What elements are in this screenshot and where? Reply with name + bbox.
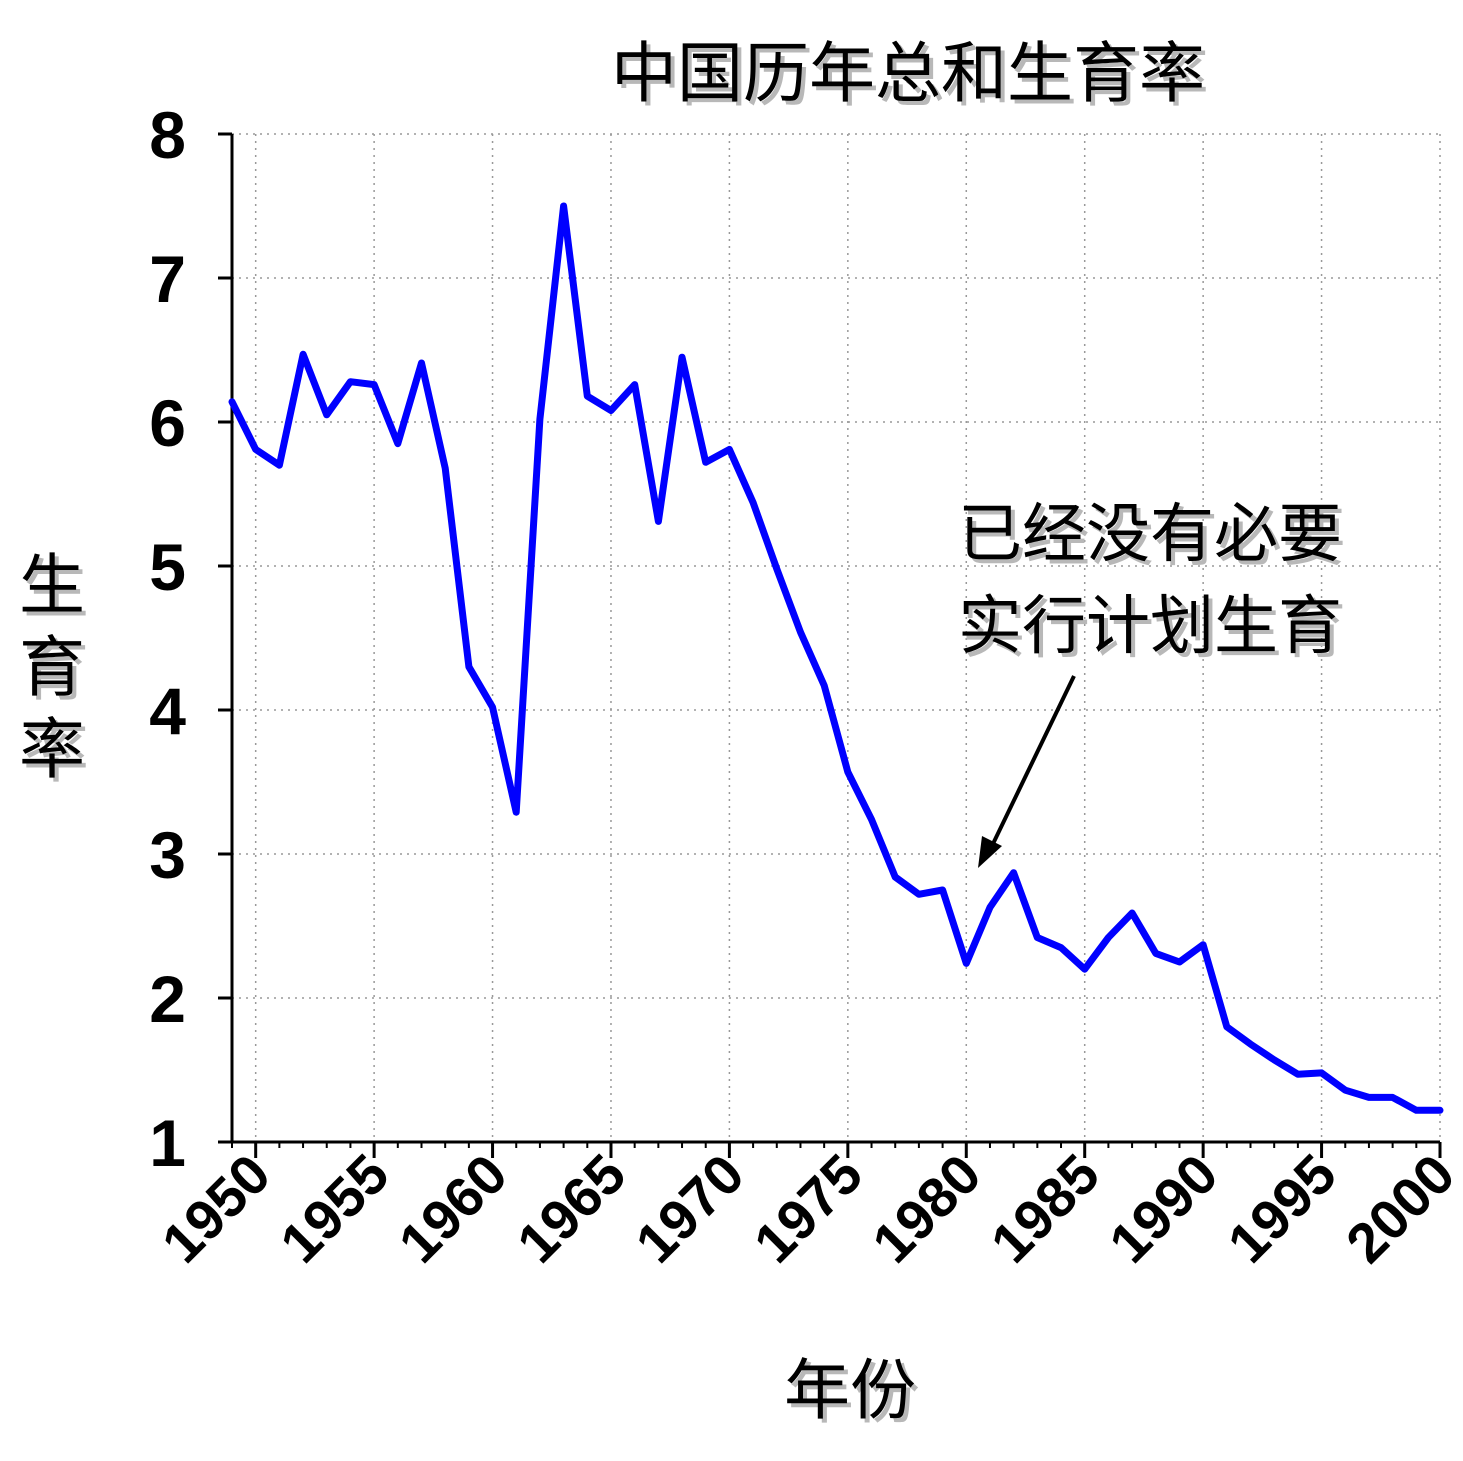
x-tick-label: 1980 [860, 1142, 993, 1275]
y-axis-label-char: 率 [19, 711, 85, 788]
y-tick-label: 5 [149, 530, 186, 604]
x-tick-label: 1995 [1215, 1142, 1348, 1275]
y-tick-label: 8 [149, 98, 186, 172]
y-axis-label-char-shadow: 生 [23, 551, 89, 628]
annotation-line-2: 实行计划生育 [958, 590, 1342, 664]
y-axis-label-shadow: 生育率 [23, 551, 89, 792]
x-tick-labels: 1950195519601965197019751980198519901995… [150, 1142, 1463, 1275]
axes [218, 132, 1442, 1158]
x-tick-label: 1990 [1097, 1142, 1230, 1275]
x-tick-label: 1975 [742, 1142, 875, 1275]
x-tick-label: 1965 [505, 1142, 638, 1275]
annotation-line-1: 已经没有必要 [958, 498, 1342, 572]
y-tick-label: 3 [149, 818, 186, 892]
x-tick-label: 1960 [386, 1142, 519, 1275]
y-tick-label: 7 [149, 242, 186, 316]
x-tick-label: 1955 [268, 1142, 401, 1275]
annotation-line-1-shadow: 已经没有必要 [962, 502, 1346, 576]
x-tick-label: 2000 [1334, 1142, 1463, 1275]
y-axis-label-char-shadow: 育 [23, 633, 89, 710]
series [228, 202, 1444, 1114]
y-tick-label: 4 [149, 674, 186, 748]
grid [232, 133, 1441, 1142]
x-axis-label: 年份 [784, 1352, 916, 1429]
y-axis-label-char: 生 [19, 547, 85, 624]
y-axis-label-char-shadow: 率 [23, 715, 89, 792]
chart-title-shadow: 中国历年总和生育率 [615, 39, 1209, 116]
y-axis-label-char: 育 [19, 629, 85, 706]
annotation-arrow-line [988, 675, 1076, 851]
x-axis-label-shadow: 年份 [788, 1356, 920, 1433]
y-tick-label: 1 [149, 1106, 186, 1180]
chart-title: 中国历年总和生育率 [611, 35, 1205, 112]
y-tick-label: 6 [149, 386, 186, 460]
x-tick-label: 1970 [623, 1142, 756, 1275]
y-tick-labels: 1 2 3 4 5 6 7 8 [149, 98, 186, 1180]
annotation-arrow-head [978, 836, 1002, 868]
annotation-line-2-shadow: 实行计划生育 [962, 594, 1346, 668]
series-line [228, 202, 1444, 1114]
x-tick-label: 1985 [979, 1142, 1112, 1275]
y-tick-label: 2 [149, 962, 186, 1036]
y-axis-label: 生育率 [19, 547, 85, 788]
